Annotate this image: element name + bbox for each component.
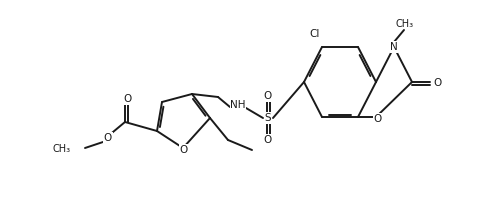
Text: N: N bbox=[390, 42, 398, 52]
Text: O: O bbox=[264, 135, 272, 145]
Text: O: O bbox=[123, 94, 131, 104]
Text: O: O bbox=[180, 145, 188, 155]
Text: S: S bbox=[264, 113, 271, 123]
Text: O: O bbox=[104, 133, 112, 143]
Text: O: O bbox=[433, 78, 441, 88]
Text: O: O bbox=[264, 91, 272, 101]
Text: CH₃: CH₃ bbox=[396, 19, 414, 29]
Text: NH: NH bbox=[230, 100, 246, 110]
Text: CH₃: CH₃ bbox=[53, 144, 71, 154]
Text: O: O bbox=[374, 114, 382, 124]
Text: Cl: Cl bbox=[310, 29, 320, 39]
